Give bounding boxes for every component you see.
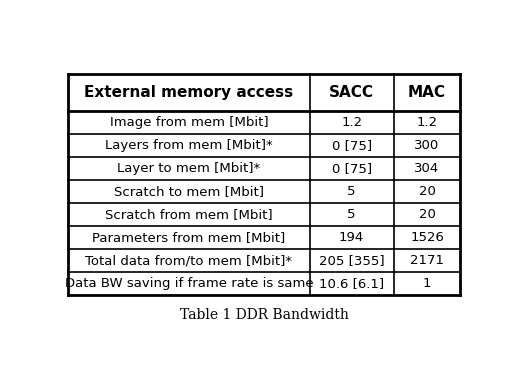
Text: SACC: SACC [329, 85, 374, 100]
Text: 304: 304 [414, 162, 440, 175]
Text: 1.2: 1.2 [341, 116, 362, 129]
Text: MAC: MAC [408, 85, 446, 100]
Text: Parameters from mem [Mbit]: Parameters from mem [Mbit] [92, 231, 286, 244]
Text: 1526: 1526 [410, 231, 444, 244]
Text: Data BW saving if frame rate is same: Data BW saving if frame rate is same [64, 277, 313, 290]
Text: Layers from mem [Mbit]*: Layers from mem [Mbit]* [105, 139, 273, 152]
Text: 1.2: 1.2 [416, 116, 438, 129]
Text: 300: 300 [414, 139, 440, 152]
Text: 10.6 [6.1]: 10.6 [6.1] [319, 277, 384, 290]
Text: Image from mem [Mbit]: Image from mem [Mbit] [110, 116, 268, 129]
Text: Table 1 DDR Bandwidth: Table 1 DDR Bandwidth [180, 308, 349, 322]
Text: 5: 5 [347, 185, 356, 198]
Text: Scratch to mem [Mbit]: Scratch to mem [Mbit] [114, 185, 264, 198]
Text: External memory access: External memory access [85, 85, 294, 100]
Text: Total data from/to mem [Mbit]*: Total data from/to mem [Mbit]* [86, 254, 293, 267]
Text: 20: 20 [418, 185, 436, 198]
Text: 205 [355]: 205 [355] [319, 254, 384, 267]
Text: Layer to mem [Mbit]*: Layer to mem [Mbit]* [117, 162, 261, 175]
Text: Scratch from mem [Mbit]: Scratch from mem [Mbit] [105, 208, 273, 221]
Text: 2171: 2171 [410, 254, 444, 267]
Text: 5: 5 [347, 208, 356, 221]
Text: 0 [75]: 0 [75] [332, 139, 372, 152]
Text: 1: 1 [423, 277, 431, 290]
Text: 0 [75]: 0 [75] [332, 162, 372, 175]
Text: 20: 20 [418, 208, 436, 221]
Text: 194: 194 [339, 231, 364, 244]
